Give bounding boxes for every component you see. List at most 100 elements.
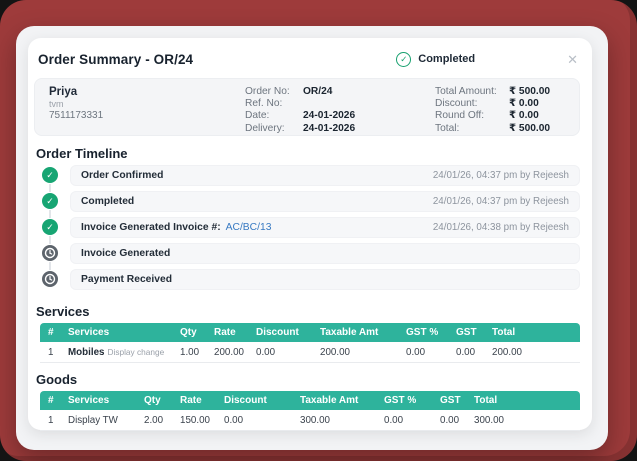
col-gst: GST	[440, 395, 461, 406]
check-circle-icon: ✓	[42, 193, 58, 209]
table-header-row: # Services Qty Rate Discount Taxable Amt…	[40, 391, 580, 410]
close-icon[interactable]: ✕	[567, 51, 578, 67]
col-discount: Discount	[224, 395, 267, 406]
total-label: Total:	[435, 122, 460, 134]
goods-heading: Goods	[36, 372, 78, 387]
status-label: Completed	[418, 53, 476, 65]
order-summary-modal: Order Summary - OR/24 ✓ Completed ✕ Priy…	[28, 38, 592, 431]
table-header-row: # Services Qty Rate Discount Taxable Amt…	[40, 323, 580, 342]
clock-icon	[42, 271, 58, 287]
cell-qty: 1.00	[180, 346, 200, 358]
order-no-value: OR/24	[303, 86, 333, 97]
col-rate: Rate	[180, 395, 202, 406]
item-name: Display TW	[68, 414, 118, 426]
timeline-meta: 24/01/26, 04:37 pm by Rejeesh	[432, 196, 569, 207]
col-num: #	[48, 327, 54, 338]
col-gst-pct: GST %	[384, 395, 417, 406]
timeline-bar: Invoice Generated Invoice #: AC/BC/13 24…	[70, 217, 580, 238]
cell-rate: 200.00	[214, 346, 244, 358]
timeline-meta: 24/01/26, 04:38 pm by Rejeesh	[432, 222, 569, 233]
customer-name: Priya	[49, 86, 78, 98]
timeline-item: ✓ Order Confirmed 24/01/26, 04:37 pm by …	[36, 165, 580, 192]
col-services: Services	[68, 327, 110, 338]
delivery-label: Delivery:	[245, 122, 285, 134]
item-name: Mobiles	[68, 346, 105, 358]
total-value: ₹ 500.00	[509, 122, 551, 134]
cell-taxable: 300.00	[300, 414, 330, 426]
cell-gst: 0.00	[440, 414, 460, 426]
col-total: Total	[474, 395, 498, 406]
page-title: Order Summary - OR/24	[38, 51, 194, 67]
total-amount-label: Total Amount:	[435, 86, 497, 97]
delivery-value: 24-01-2026	[303, 122, 356, 134]
col-rate: Rate	[214, 327, 236, 338]
cell-num: 1	[48, 346, 54, 358]
col-gst: GST	[456, 327, 477, 338]
col-total: Total	[492, 327, 516, 338]
col-qty: Qty	[180, 327, 197, 338]
services-table: # Services Qty Rate Discount Taxable Amt…	[40, 323, 580, 363]
order-no-label: Order No:	[245, 86, 290, 97]
cell-name: Mobiles Display change	[62, 347, 174, 358]
round-off-label: Round Off:	[435, 110, 485, 122]
timeline-item: Invoice Generated	[36, 243, 580, 270]
timeline-bar: Completed 24/01/26, 04:37 pm by Rejeesh	[70, 191, 580, 212]
cell-qty: 2.00	[144, 414, 164, 426]
invoice-number-link[interactable]: AC/BC/13	[225, 222, 272, 233]
customer-info: Priya tvm 7511173331	[49, 86, 245, 129]
timeline-connector	[48, 262, 52, 270]
table-row: 1 Display TW 2.00 150.00 0.00 300.00 0.0…	[40, 410, 580, 431]
order-timeline: ✓ Order Confirmed 24/01/26, 04:37 pm by …	[36, 165, 580, 295]
modal-header: Order Summary - OR/24 ✓ Completed ✕	[38, 48, 578, 70]
check-circle-icon: ✓	[42, 167, 58, 183]
timeline-bar: Payment Received	[70, 269, 580, 290]
goods-table: # Services Qty Rate Discount Taxable Amt…	[40, 391, 580, 431]
timeline-item: ✓ Completed 24/01/26, 04:37 pm by Rejees…	[36, 191, 580, 218]
cell-gst-pct: 0.00	[406, 346, 426, 358]
timeline-item: ✓ Invoice Generated Invoice #: AC/BC/13 …	[36, 217, 580, 244]
cell-gst: 0.00	[456, 346, 476, 358]
timeline-label: Invoice Generated	[81, 248, 171, 259]
cell-total: 200.00	[492, 346, 522, 358]
order-details: Order No: OR/24 Ref. No: Date: 24-01-2026 …	[245, 86, 435, 134]
status-badge: ✓ Completed	[396, 51, 476, 67]
discount-value: ₹ 0.00	[509, 98, 539, 110]
round-off-value: ₹ 0.00	[509, 110, 539, 122]
services-heading: Services	[36, 304, 90, 319]
cell-rate: 150.00	[180, 414, 210, 426]
cell-gst-pct: 0.00	[384, 414, 404, 426]
order-info-panel: Priya tvm 7511173331 Order No: OR/24 Ref.…	[34, 78, 580, 136]
cell-taxable: 200.00	[320, 346, 350, 358]
date-value: 24-01-2026	[303, 110, 356, 122]
timeline-connector	[48, 184, 52, 192]
timeline-bar: Invoice Generated	[70, 243, 580, 264]
discount-label: Discount:	[435, 98, 478, 110]
timeline-label: Payment Received	[81, 274, 173, 285]
cell-total: 300.00	[474, 414, 504, 426]
col-gst-pct: GST %	[406, 327, 439, 338]
timeline-connector	[48, 236, 52, 244]
ref-no-label: Ref. No:	[245, 98, 283, 110]
amount-details: Total Amount: ₹ 500.00 Discount: ₹ 0.00 Ro…	[435, 86, 551, 134]
cell-discount: 0.00	[256, 346, 276, 358]
col-taxable: Taxable Amt	[300, 395, 359, 406]
col-num: #	[48, 395, 54, 406]
timeline-connector	[48, 210, 52, 218]
timeline-label: Order Confirmed	[81, 170, 164, 181]
item-subtext: Display change	[107, 346, 165, 357]
customer-phone: 7511173331	[49, 110, 104, 121]
date-label: Date:	[245, 110, 270, 122]
timeline-label: Completed	[81, 196, 135, 207]
cell-discount: 0.00	[224, 414, 244, 426]
table-row: 1 Mobiles Display change 1.00 200.00 0.00…	[40, 342, 580, 363]
col-discount: Discount	[256, 327, 299, 338]
customer-location: tvm	[49, 99, 64, 109]
cell-name: Display TW	[62, 415, 138, 426]
timeline-bar: Order Confirmed 24/01/26, 04:37 pm by Re…	[70, 165, 580, 186]
timeline-meta: 24/01/26, 04:37 pm by Rejeesh	[432, 170, 569, 181]
total-amount-value: ₹ 500.00	[509, 86, 551, 97]
col-services: Services	[68, 395, 110, 406]
col-qty: Qty	[144, 395, 161, 406]
cell-num: 1	[48, 414, 54, 426]
